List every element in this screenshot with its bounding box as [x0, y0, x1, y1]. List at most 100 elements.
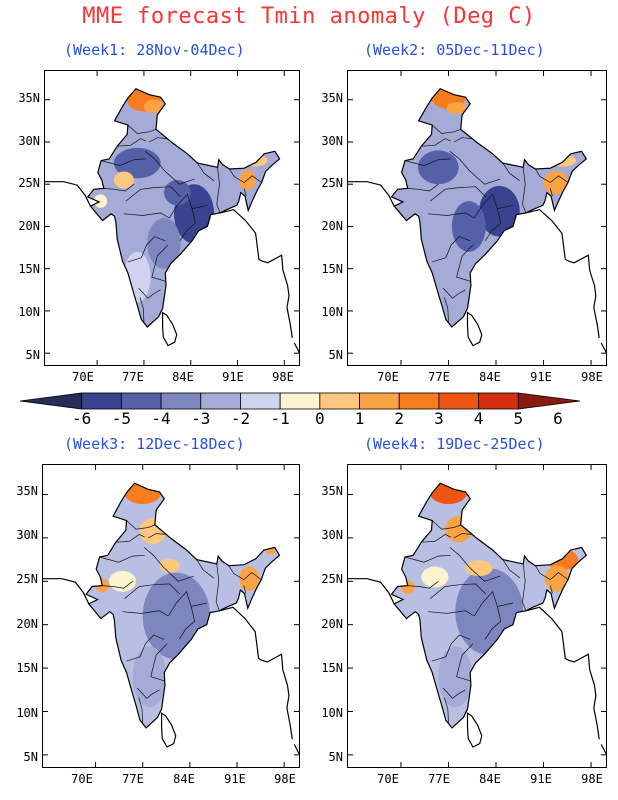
colorbar-swatch [120, 392, 162, 410]
lat-label: 5N [328, 750, 343, 764]
week2-label: (Week2: 05Dec-11Dec) [364, 41, 545, 59]
state-boundary [138, 287, 161, 299]
state-boundary [178, 606, 195, 640]
state-boundary [122, 610, 169, 617]
lon-label: 98E [272, 370, 294, 384]
state-boundary [432, 236, 471, 263]
state-boundary [124, 583, 181, 599]
cold-anomaly [451, 201, 486, 252]
state-boundary [432, 634, 471, 662]
coastline-east [525, 606, 600, 740]
lon-label: 77E [428, 370, 450, 384]
state-boundary [101, 158, 146, 166]
state-boundary [127, 236, 166, 263]
state-boundary [442, 687, 466, 699]
state-boundary [123, 212, 170, 219]
coastline-east [219, 606, 293, 740]
state-boundary [429, 583, 487, 599]
state-boundary [99, 554, 145, 563]
state-boundary [431, 520, 461, 530]
lon-label: 70E [377, 772, 399, 786]
state-boundary [444, 297, 449, 322]
map-panel-week2 [347, 70, 607, 366]
colorbar-swatch [81, 392, 122, 410]
coastline-west [348, 181, 395, 207]
lat-label: 35N [18, 91, 40, 105]
coastline-east [219, 208, 293, 339]
colorbar-label: 3 [434, 409, 444, 428]
warm-anomaly [465, 560, 493, 577]
state-boundary [404, 554, 451, 563]
colorbar [20, 392, 580, 410]
cold-anomaly [147, 218, 181, 269]
state-boundary [145, 151, 195, 185]
colorbar-swatch [517, 392, 580, 410]
state-boundary [484, 606, 502, 640]
lon-label: 98E [274, 772, 296, 786]
state-boundary [474, 591, 514, 617]
state-boundary [407, 183, 439, 192]
sri-lanka-outline [161, 311, 178, 347]
state-boundary [117, 138, 147, 147]
lat-label: 25N [16, 572, 38, 586]
lat-label: 5N [328, 348, 343, 362]
warm-anomaly [239, 566, 260, 591]
lon-label: 70E [71, 772, 93, 786]
state-boundary [449, 151, 501, 185]
map-panel-week1 [44, 70, 300, 366]
state-boundary [502, 559, 521, 579]
state-boundary [404, 158, 451, 166]
colorbar-label: 6 [553, 409, 563, 428]
map-week2 [348, 71, 606, 365]
lat-label: 30N [321, 134, 343, 148]
state-boundary [442, 287, 466, 299]
lat-label: 35N [321, 484, 343, 498]
lat-label: 30N [16, 528, 38, 542]
colorbar-swatch [398, 392, 440, 410]
india-outline [390, 87, 588, 328]
lat-label: 35N [321, 91, 343, 105]
map-panel-week4 [347, 464, 607, 768]
state-boundary [126, 634, 165, 662]
state-boundary [179, 208, 196, 241]
state-boundary [126, 520, 155, 530]
warm-anomaly [548, 154, 577, 167]
figure-title: MME forecast Tmin anomaly (Deg C) [82, 4, 536, 29]
lon-label: 91E [530, 370, 552, 384]
state-boundary [125, 186, 181, 202]
state-boundary [243, 585, 247, 594]
lon-label: 84E [479, 772, 501, 786]
coastline-malay [600, 342, 606, 354]
warm-anomaly [143, 99, 164, 114]
map-week1 [45, 71, 299, 365]
lat-label: 20N [321, 219, 343, 233]
warm-anomaly [446, 102, 467, 115]
mild-anomaly [123, 251, 151, 303]
state-boundary [169, 193, 208, 219]
cold-anomaly [455, 568, 524, 656]
colorbar-label: 2 [394, 409, 405, 428]
state-boundary [421, 533, 451, 543]
lon-label: 84E [479, 370, 501, 384]
india-outline [86, 87, 281, 328]
state-boundary [168, 591, 207, 617]
state-boundary [139, 297, 145, 322]
state-boundary [428, 212, 475, 219]
map-week3 [43, 465, 299, 767]
warm-anomaly [400, 580, 415, 595]
lon-label: 70E [72, 370, 94, 384]
lat-label: 10N [321, 305, 343, 319]
week3-label: (Week3: 12Dec-18Dec) [64, 435, 245, 453]
state-boundary [103, 183, 135, 192]
colorbar-swatch [279, 392, 321, 410]
lon-label: 84E [173, 772, 195, 786]
mild-anomaly [438, 646, 473, 708]
lat-label: 15N [16, 661, 38, 675]
cold-anomaly [142, 572, 211, 660]
colorbar-swatch [240, 392, 281, 410]
state-boundary [196, 559, 214, 579]
warm-anomaly [445, 516, 473, 543]
colorbar-swatch [478, 392, 519, 410]
warm-anomaly [109, 570, 136, 592]
state-boundary [549, 188, 553, 197]
